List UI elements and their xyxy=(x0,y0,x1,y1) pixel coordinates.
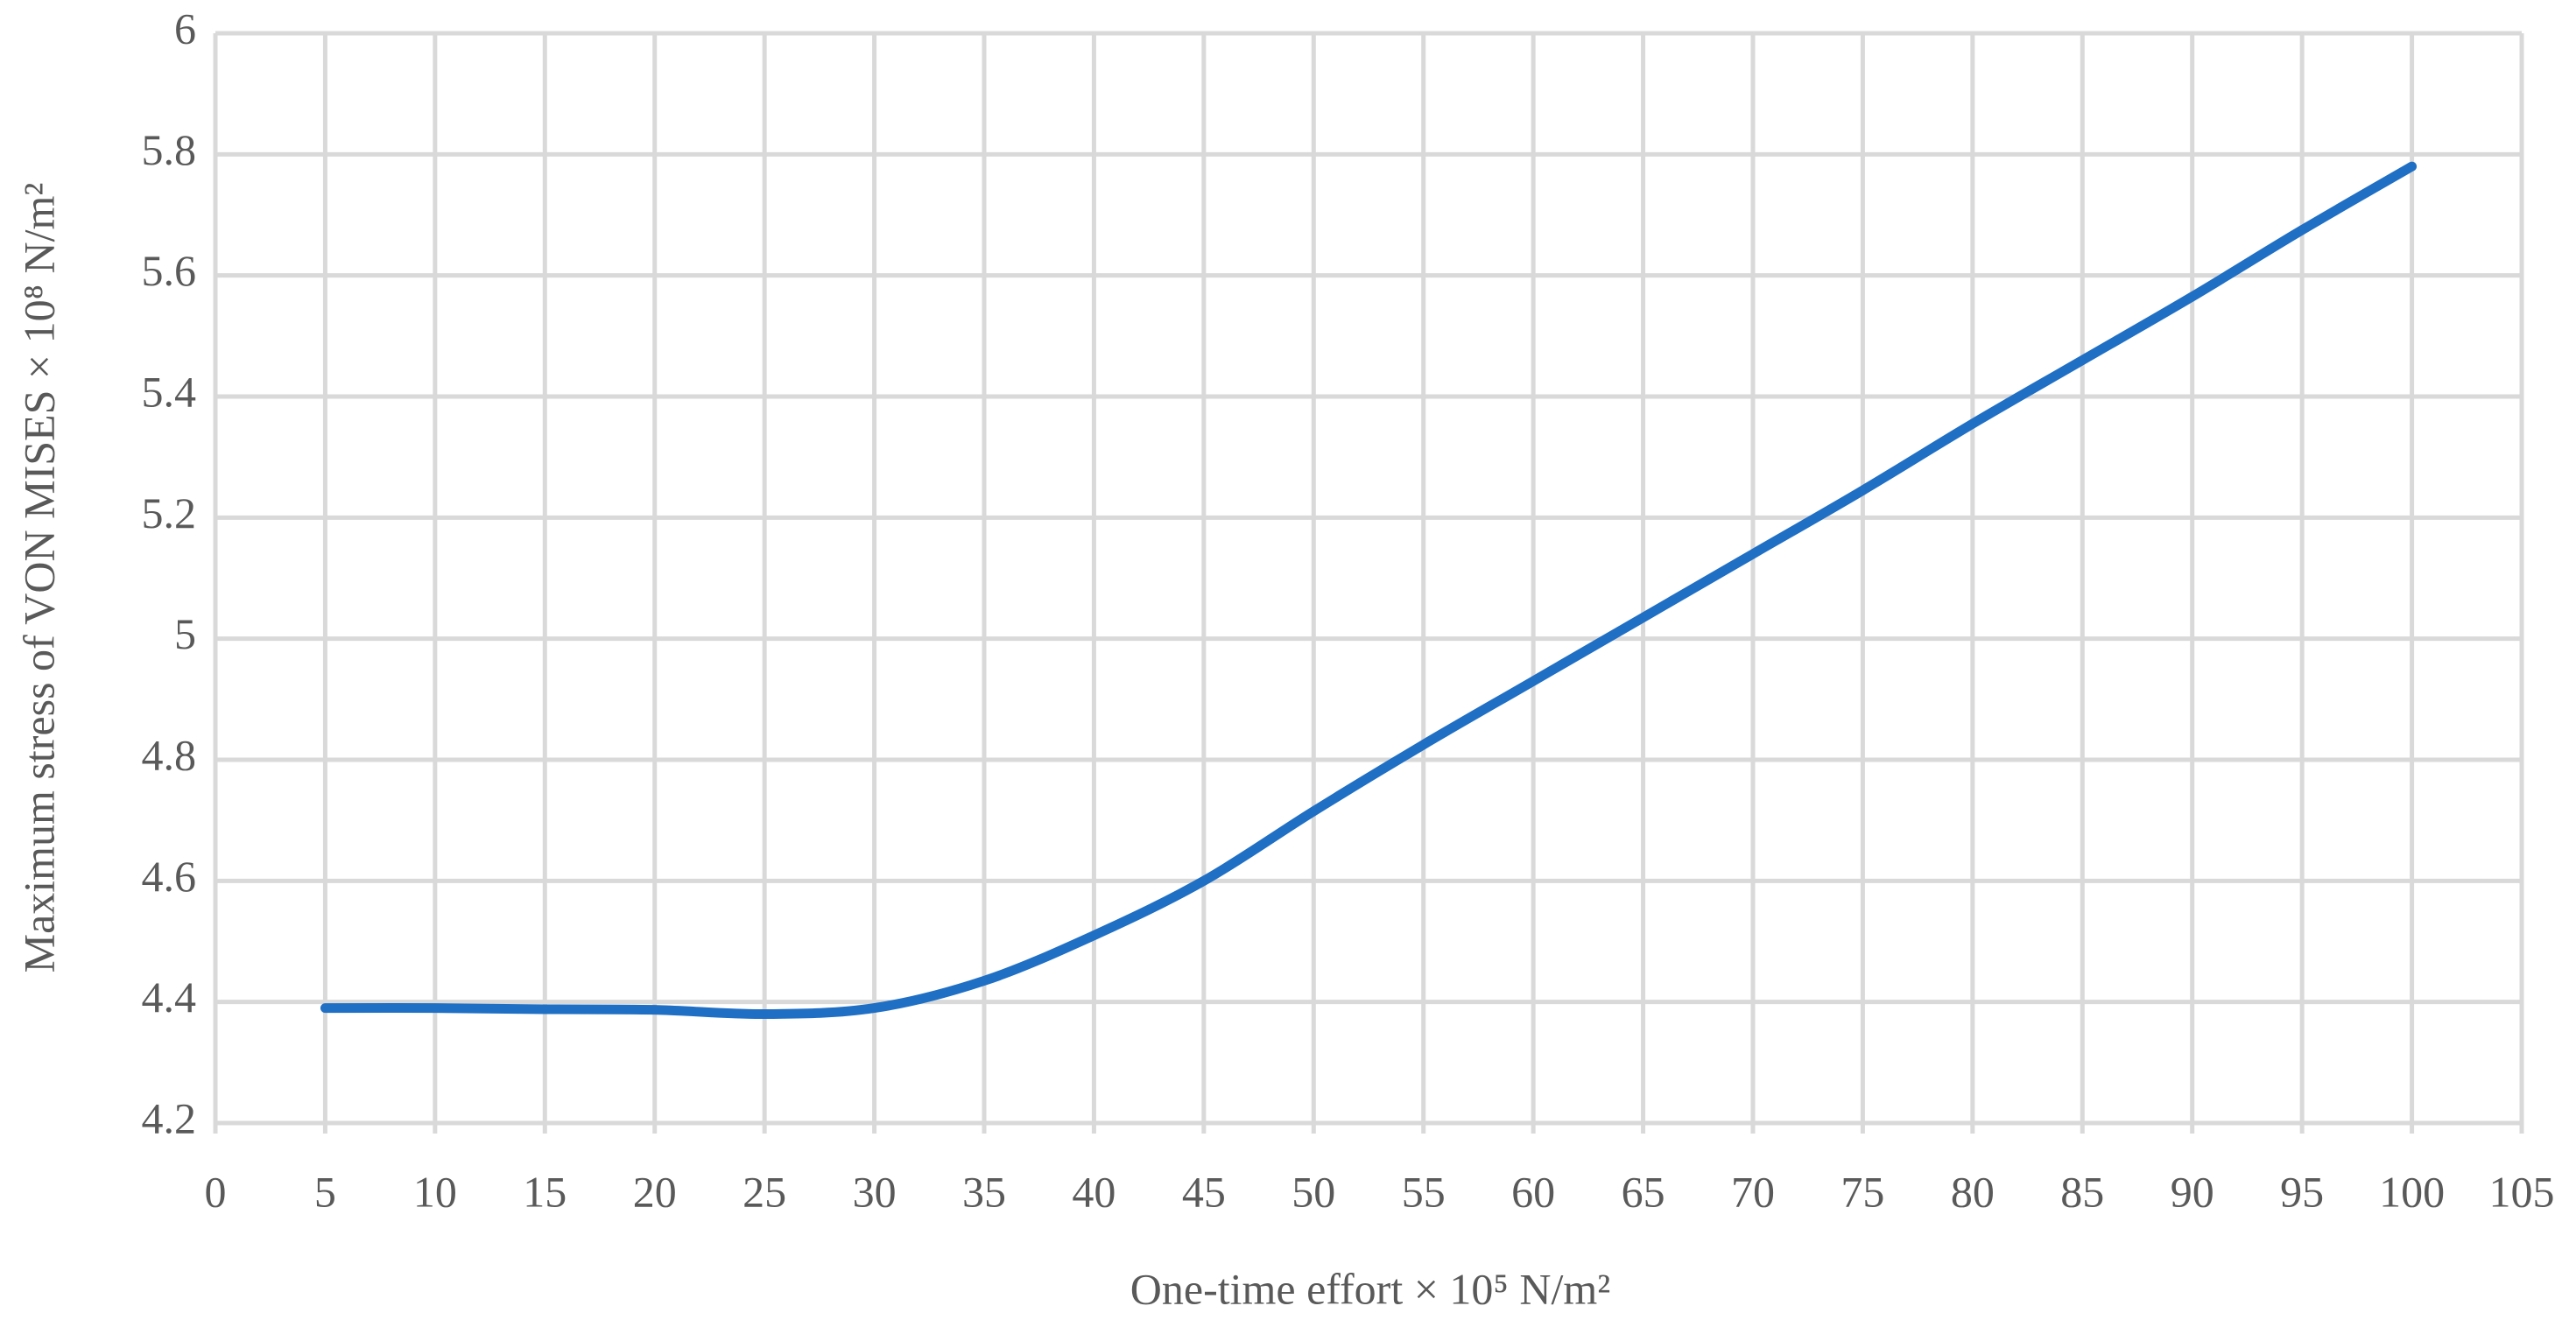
x-tick-label: 65 xyxy=(1622,1167,1665,1216)
x-tick-label: 55 xyxy=(1402,1167,1446,1216)
x-tick-label: 105 xyxy=(2489,1167,2555,1216)
x-tick-label: 40 xyxy=(1072,1167,1116,1216)
x-tick-label: 50 xyxy=(1292,1167,1335,1216)
x-tick-label: 0 xyxy=(205,1167,227,1216)
y-tick-label: 6 xyxy=(174,4,196,53)
x-tick-label: 35 xyxy=(962,1167,1006,1216)
y-tick-label: 5.4 xyxy=(142,367,197,416)
y-tick-label: 5.2 xyxy=(142,488,197,537)
x-tick-label: 5 xyxy=(314,1167,336,1216)
x-tick-label: 100 xyxy=(2379,1167,2445,1216)
x-tick-label: 80 xyxy=(1951,1167,1995,1216)
x-tick-label: 10 xyxy=(413,1167,457,1216)
y-tick-label: 4.8 xyxy=(142,730,197,779)
x-tick-label: 70 xyxy=(1731,1167,1775,1216)
x-tick-label: 15 xyxy=(523,1167,567,1216)
x-tick-label: 95 xyxy=(2280,1167,2324,1216)
y-tick-label: 4.2 xyxy=(142,1093,197,1142)
y-tick-label: 4.6 xyxy=(142,852,197,901)
data-line xyxy=(320,161,2418,1020)
y-tick-label: 5.6 xyxy=(142,246,197,295)
x-tick-label: 20 xyxy=(633,1167,677,1216)
x-tick-label: 90 xyxy=(2171,1167,2214,1216)
x-tick-label: 85 xyxy=(2060,1167,2104,1216)
y-tick-label: 5.8 xyxy=(142,125,197,174)
y-tick-label: 4.4 xyxy=(142,972,197,1022)
x-tick-label: 30 xyxy=(853,1167,897,1216)
y-axis-title: Maximum stress of VON MISES × 10⁸ N/m² xyxy=(14,183,63,973)
y-tick-label: 5 xyxy=(174,609,196,658)
x-tick-label: 45 xyxy=(1182,1167,1226,1216)
x-tick-label: 60 xyxy=(1511,1167,1555,1216)
x-axis-title: One-time effort × 10⁵ N/m² xyxy=(1130,1264,1610,1313)
x-tick-label: 75 xyxy=(1841,1167,1884,1216)
x-tick-label: 25 xyxy=(743,1167,786,1216)
